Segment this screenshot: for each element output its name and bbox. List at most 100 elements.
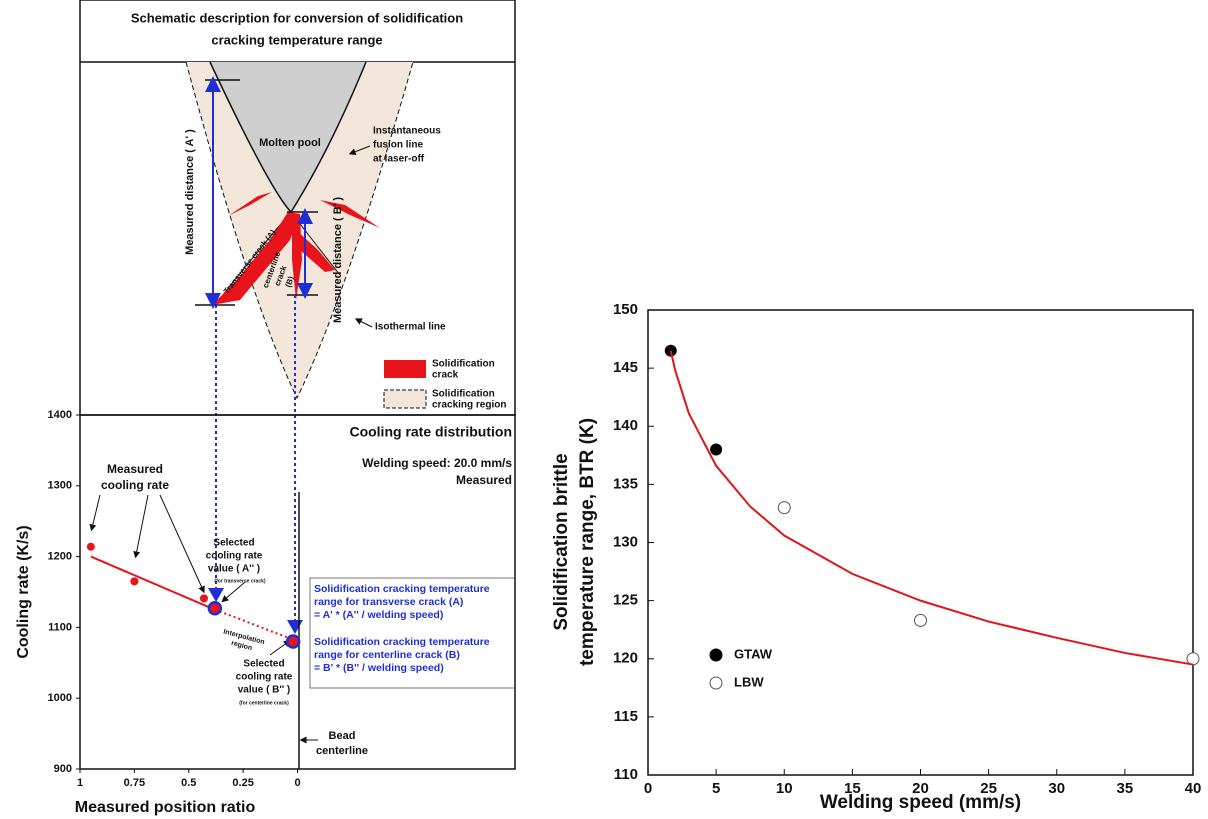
pointer: [159, 494, 205, 594]
y-tick-label: 120: [613, 650, 638, 667]
schematic-title: cracking temperature range: [211, 32, 382, 47]
legend-marker: [709, 676, 723, 690]
x-tick-label: 5: [712, 780, 720, 797]
y-tick-label: 1000: [48, 692, 72, 704]
y-tick-label: 115: [614, 708, 638, 725]
x-tick-label: 0: [294, 777, 300, 789]
data-point: [86, 542, 95, 551]
y-tick-label: 125: [613, 592, 638, 609]
x-tick-label: 0.25: [232, 777, 253, 789]
annotation: cooling rate: [101, 478, 169, 492]
y-tick-label: 1200: [48, 551, 72, 563]
y-tick-label: 130: [613, 533, 638, 550]
plot-frame: [647, 309, 1194, 776]
projection-arrow: [208, 588, 224, 602]
legend-label: Solidification: [432, 389, 495, 400]
formula-text: range for transverse crack (A): [314, 596, 463, 608]
y-tick-label: 140: [613, 417, 638, 434]
legend-label: crack: [432, 370, 459, 381]
pointer: [133, 494, 149, 559]
subtitle: Welding speed: 20.0 mm/s: [362, 456, 512, 470]
legend-label: GTAW: [734, 646, 773, 661]
legend-region-swatch: [383, 389, 427, 409]
y-axis-label: Cooling rate (K/s): [15, 525, 32, 658]
legend-crack-swatch: [384, 360, 426, 378]
legend-label: Solidification: [432, 359, 495, 370]
molten-pool-label: Molten pool: [259, 137, 321, 149]
data-point: [914, 613, 927, 627]
isothermal-label: Isothermal line: [375, 322, 446, 333]
annotation: Bead: [329, 730, 356, 742]
centerline-crack-label: (B): [284, 275, 296, 289]
formula-text: = A' * (A'' / welding speed): [314, 609, 443, 621]
fusion-line-label: Instantaneous: [373, 126, 441, 137]
fit-line: [669, 350, 1194, 666]
pointer: [354, 318, 373, 328]
legend-label: LBW: [734, 674, 764, 689]
data-point: [777, 501, 791, 515]
x-tick-label: 0: [644, 780, 652, 797]
x-axis-label: Measured position ratio: [75, 799, 256, 816]
y-tick-label: 145: [613, 359, 638, 376]
subtitle: Measured: [456, 473, 512, 487]
crack: [320, 200, 380, 228]
x-tick-label: 40: [1185, 780, 1202, 797]
chart-title: Cooling rate distribution: [349, 424, 512, 440]
transverse-crack: [212, 212, 300, 305]
pointer: [89, 494, 101, 532]
y-tick-label: 110: [614, 766, 638, 783]
annotation: Selected: [213, 538, 254, 549]
y-tick-label: 1400: [48, 409, 72, 421]
annotation: centerline: [316, 745, 368, 757]
y-tick-label: 1100: [48, 621, 72, 633]
x-tick-label: 15: [844, 780, 861, 797]
data-point: [285, 634, 301, 649]
annotation: Selected: [243, 659, 284, 670]
molten-pool: [210, 62, 366, 212]
fit-line: [90, 555, 216, 611]
isothermal-line: [185, 61, 414, 400]
fusion-line-label: at laser-off: [373, 154, 425, 165]
formula-text: Solidification cracking temperature: [314, 636, 490, 648]
projection-arrow: [287, 620, 303, 634]
annotation: (for transverse crack): [214, 578, 265, 584]
annotation: (for centerline crack): [239, 700, 289, 706]
distance-a-label: Measured distance ( A' ): [184, 129, 196, 255]
y-tick-label: 900: [54, 763, 72, 775]
x-tick-label: 30: [1048, 780, 1065, 797]
annotation: cooling rate: [206, 551, 263, 562]
annotation: value ( A'' ): [208, 564, 260, 575]
x-tick-label: 35: [1117, 780, 1134, 797]
x-tick-label: 0.5: [181, 777, 196, 789]
fit-line: [214, 608, 294, 641]
formula-text: Solidification cracking temperature: [314, 583, 490, 595]
annotation: cooling rate: [236, 672, 293, 683]
formula-text: range for centerline crack (B): [314, 649, 460, 661]
y-tick-label: 135: [613, 475, 638, 492]
pointer: [348, 145, 371, 155]
formula-box: [309, 577, 516, 689]
legend-label: cracking region: [432, 400, 506, 411]
crack: [228, 192, 272, 216]
distance-b-label: Measured distance ( B' ): [332, 197, 344, 323]
formula-text: = B' * (B'' / welding speed): [314, 662, 444, 674]
data-point: [1186, 652, 1200, 666]
y-axis-label: temperature range, BTR (K): [577, 418, 598, 666]
pointer: [221, 581, 246, 603]
annotation: Measured: [107, 462, 163, 476]
data-point: [199, 594, 208, 603]
data-point: [207, 601, 223, 616]
pointer: [269, 639, 291, 656]
y-axis-label: Solidification brittle: [551, 453, 572, 630]
x-axis-label: Welding speed (mm/s): [820, 792, 1021, 813]
data-point: [130, 577, 139, 586]
x-tick-label: 25: [980, 780, 997, 797]
x-tick-label: 20: [912, 780, 929, 797]
y-tick-label: 1300: [48, 480, 72, 492]
y-tick-label: 150: [613, 301, 638, 318]
x-tick-label: 10: [776, 780, 793, 797]
x-tick-label: 1: [77, 777, 83, 789]
annotation: value ( B'' ): [238, 685, 291, 696]
fusion-line-label: fusion line: [373, 140, 423, 151]
